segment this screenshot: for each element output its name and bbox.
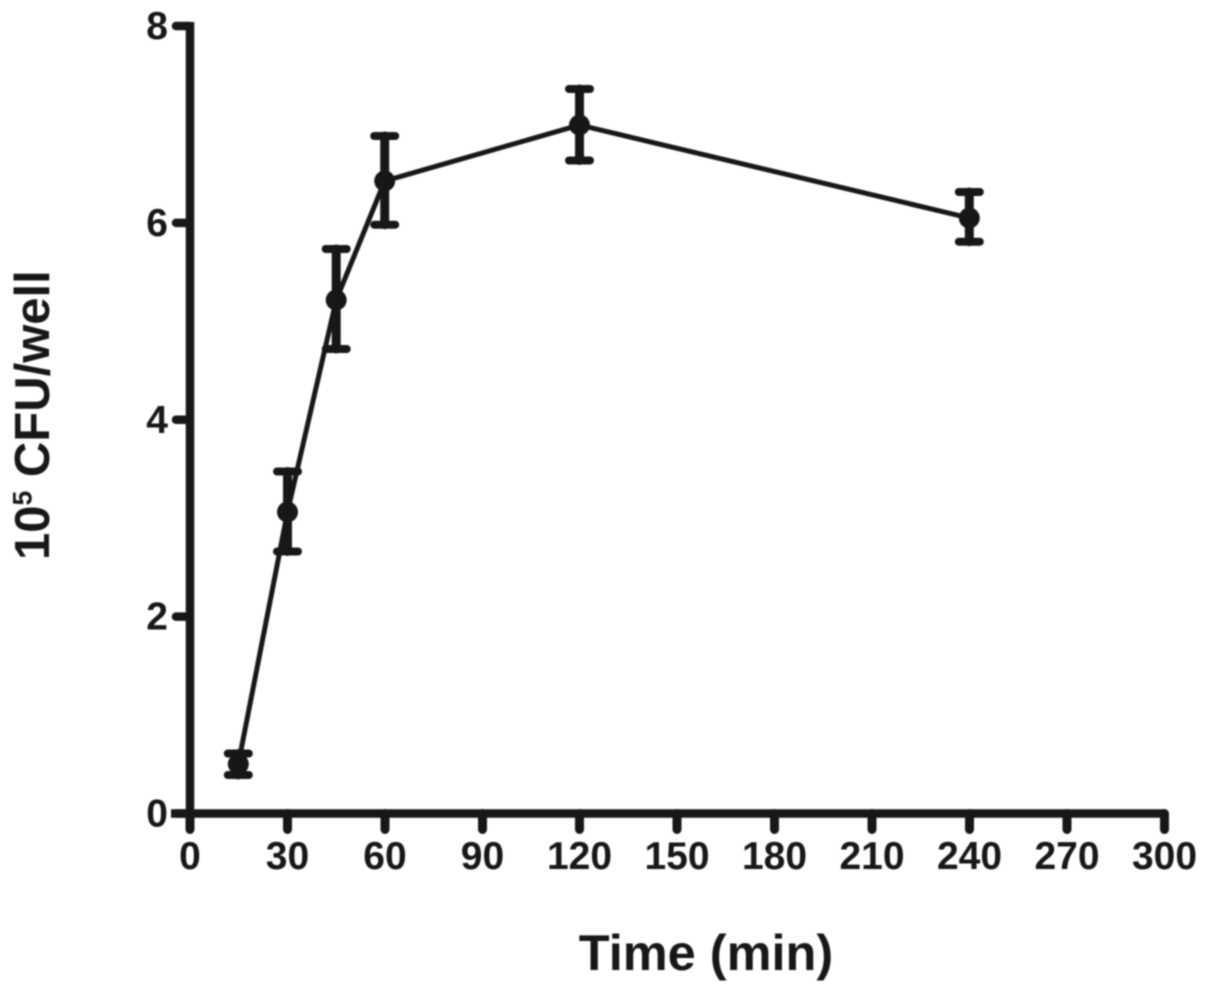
svg-text:8: 8 — [146, 5, 168, 48]
svg-text:0: 0 — [146, 793, 168, 836]
svg-text:120: 120 — [547, 835, 612, 878]
svg-text:90: 90 — [461, 835, 504, 878]
svg-text:0: 0 — [179, 835, 201, 878]
svg-text:300: 300 — [1132, 835, 1197, 878]
svg-text:6: 6 — [146, 202, 168, 245]
svg-text:150: 150 — [644, 835, 709, 878]
svg-text:Time (min): Time (min) — [579, 924, 833, 981]
svg-text:240: 240 — [937, 835, 1002, 878]
svg-text:180: 180 — [742, 835, 807, 878]
svg-text:210: 210 — [839, 835, 904, 878]
svg-text:270: 270 — [1034, 835, 1099, 878]
svg-text:2: 2 — [146, 596, 168, 639]
svg-text:60: 60 — [363, 835, 406, 878]
svg-text:30: 30 — [266, 835, 309, 878]
svg-text:105 CFU/well: 105 CFU/well — [6, 270, 60, 560]
svg-text:4: 4 — [146, 399, 168, 442]
